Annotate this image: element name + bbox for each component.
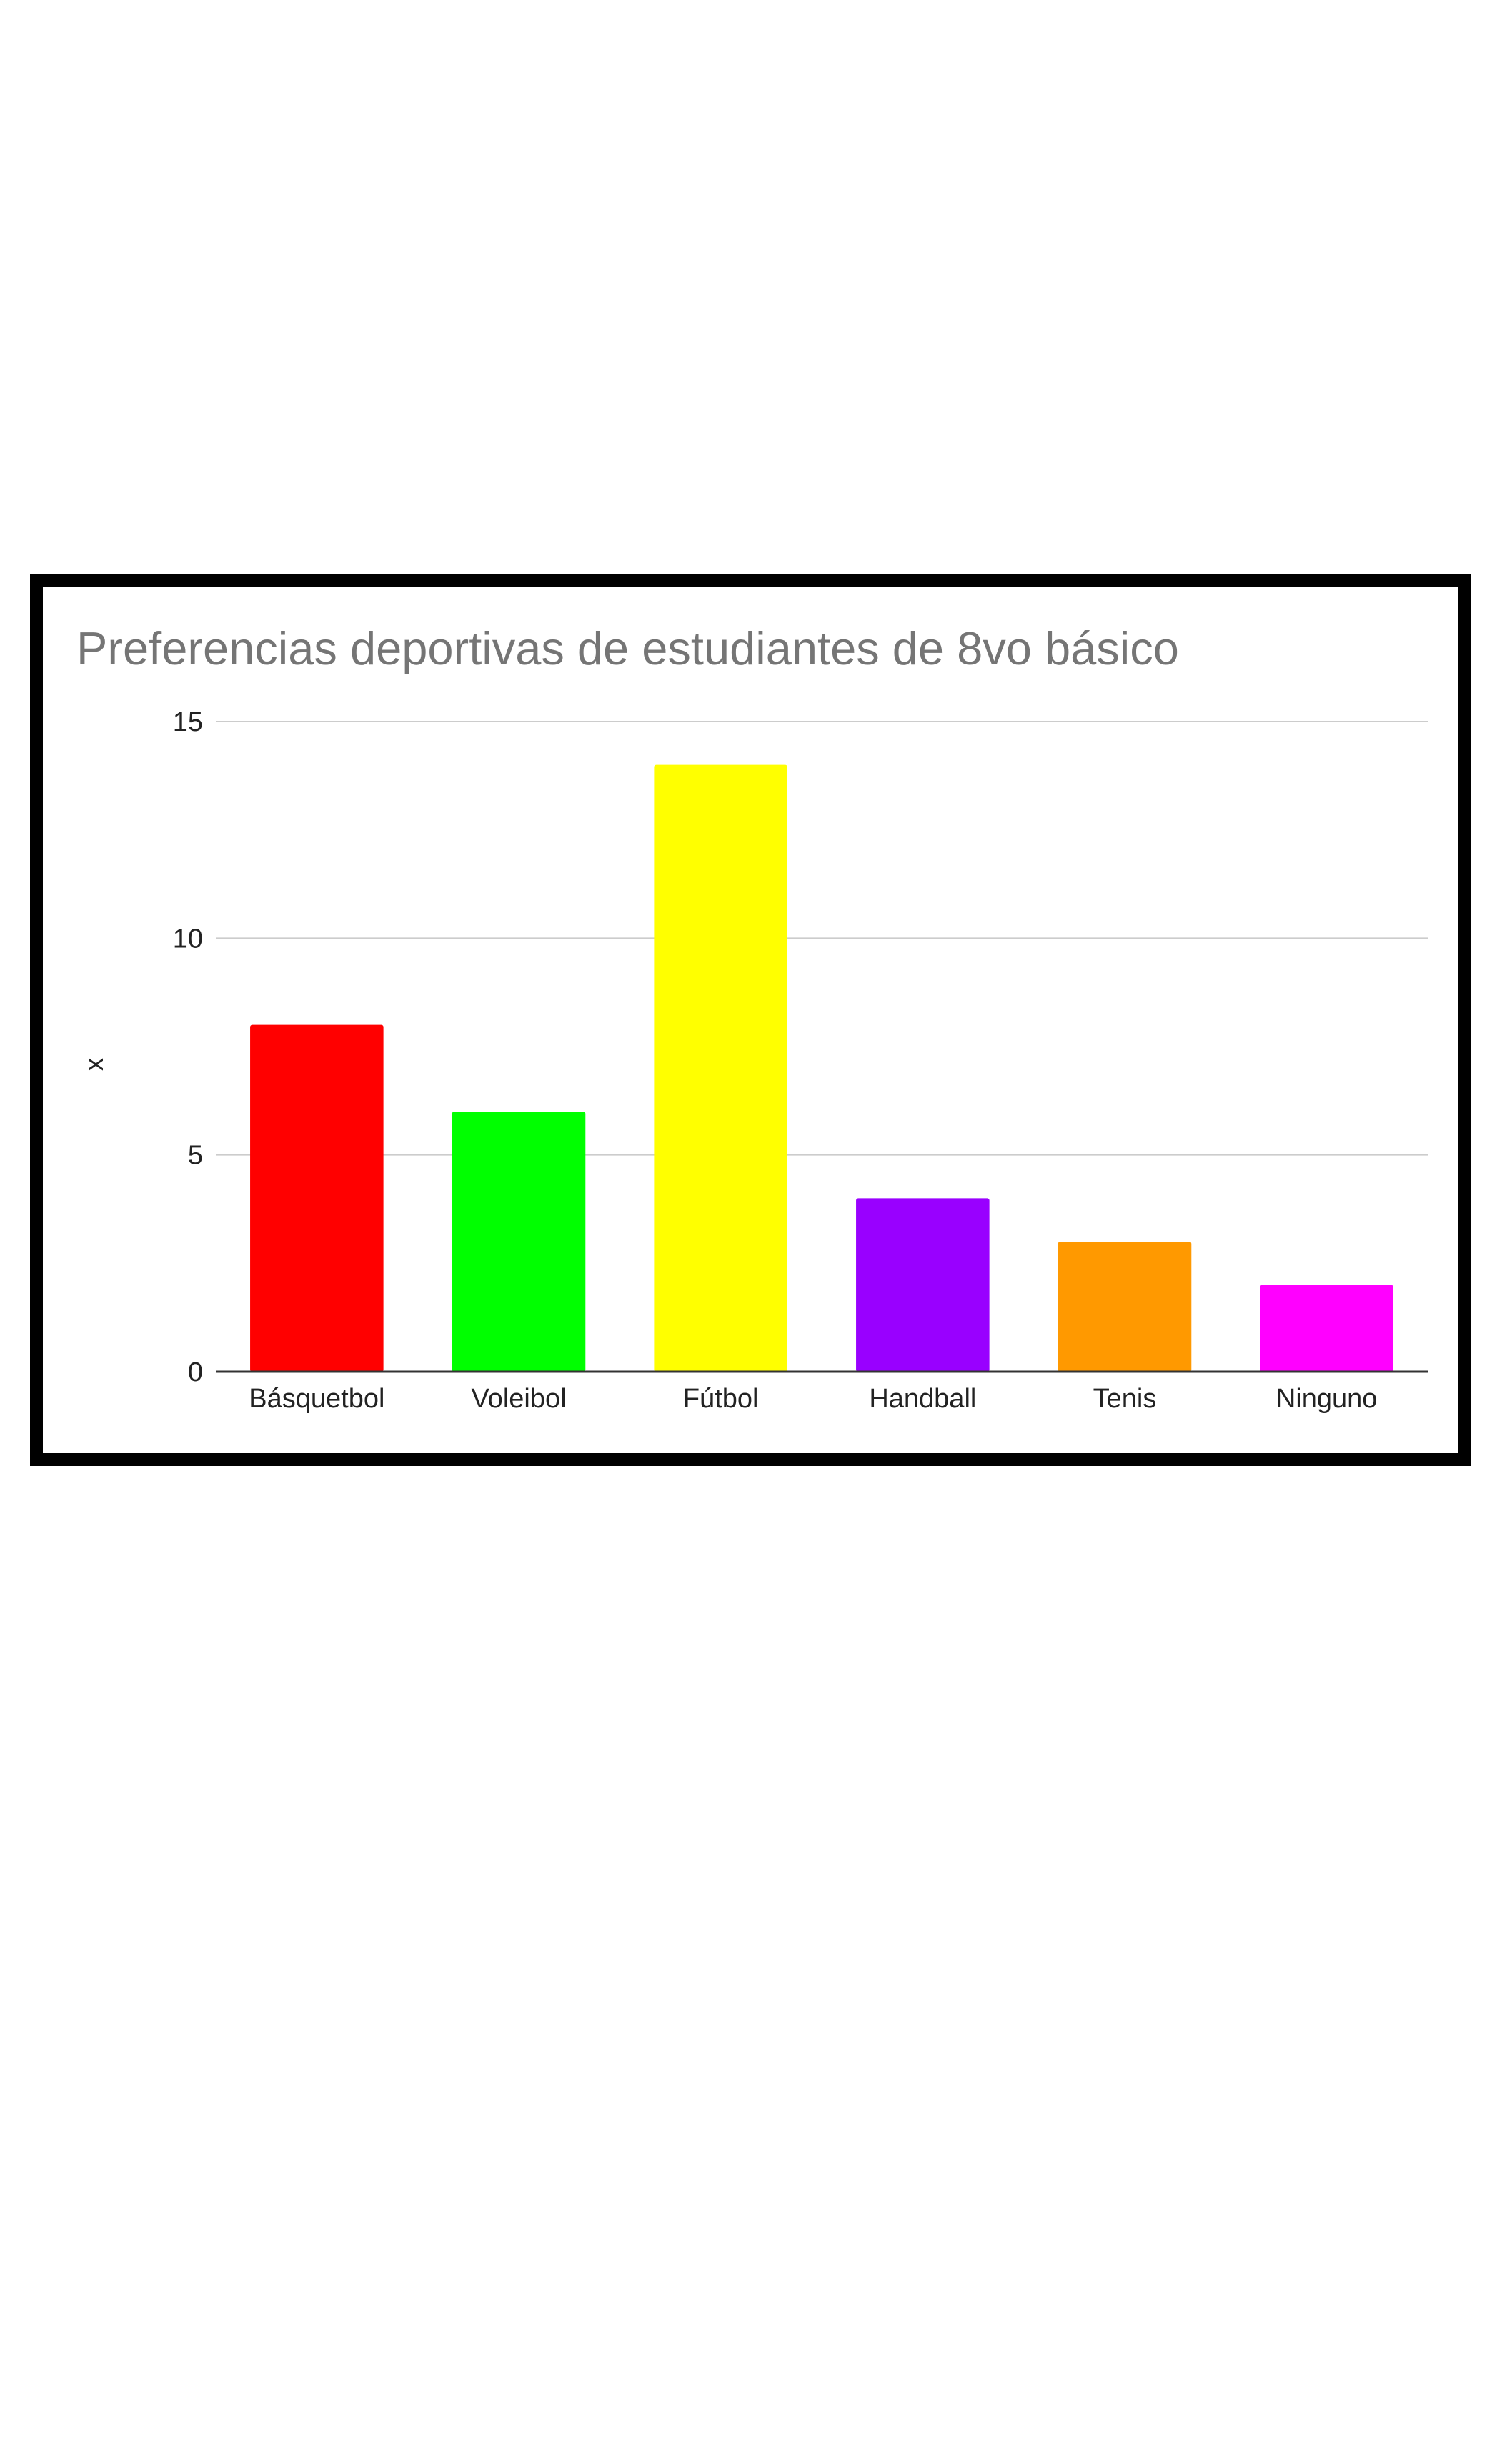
x-tick-label: Voleibol — [471, 1384, 566, 1414]
x-tick-label: Fútbol — [683, 1384, 759, 1414]
bar-básquetbol — [250, 1024, 384, 1372]
x-tick-label: Tenis — [1093, 1384, 1157, 1414]
y-axis-ticks: 0 5 10 15 — [173, 707, 203, 1387]
y-axis-label: x — [79, 1058, 109, 1071]
chart-title: Preferencias deportivas de estudiantes d… — [76, 622, 1179, 674]
bars — [250, 764, 1393, 1372]
y-tick-label: 0 — [188, 1357, 203, 1387]
gridlines — [216, 721, 1428, 1156]
bar-ninguno — [1260, 1285, 1393, 1372]
bar-fútbol — [654, 764, 787, 1372]
y-tick-label: 5 — [188, 1141, 203, 1171]
x-axis-ticks: Básquetbol Voleibol Fútbol Handball Tenis Nin… — [249, 1384, 1377, 1414]
bar-handball — [856, 1198, 990, 1372]
y-tick-label: 15 — [173, 707, 203, 737]
bar-voleibol — [452, 1112, 586, 1372]
x-tick-label: Handball — [869, 1384, 976, 1414]
y-tick-label: 10 — [173, 924, 203, 954]
x-tick-label: Ninguno — [1276, 1384, 1378, 1414]
x-tick-label: Básquetbol — [249, 1384, 384, 1414]
bar-tenis — [1058, 1242, 1192, 1372]
